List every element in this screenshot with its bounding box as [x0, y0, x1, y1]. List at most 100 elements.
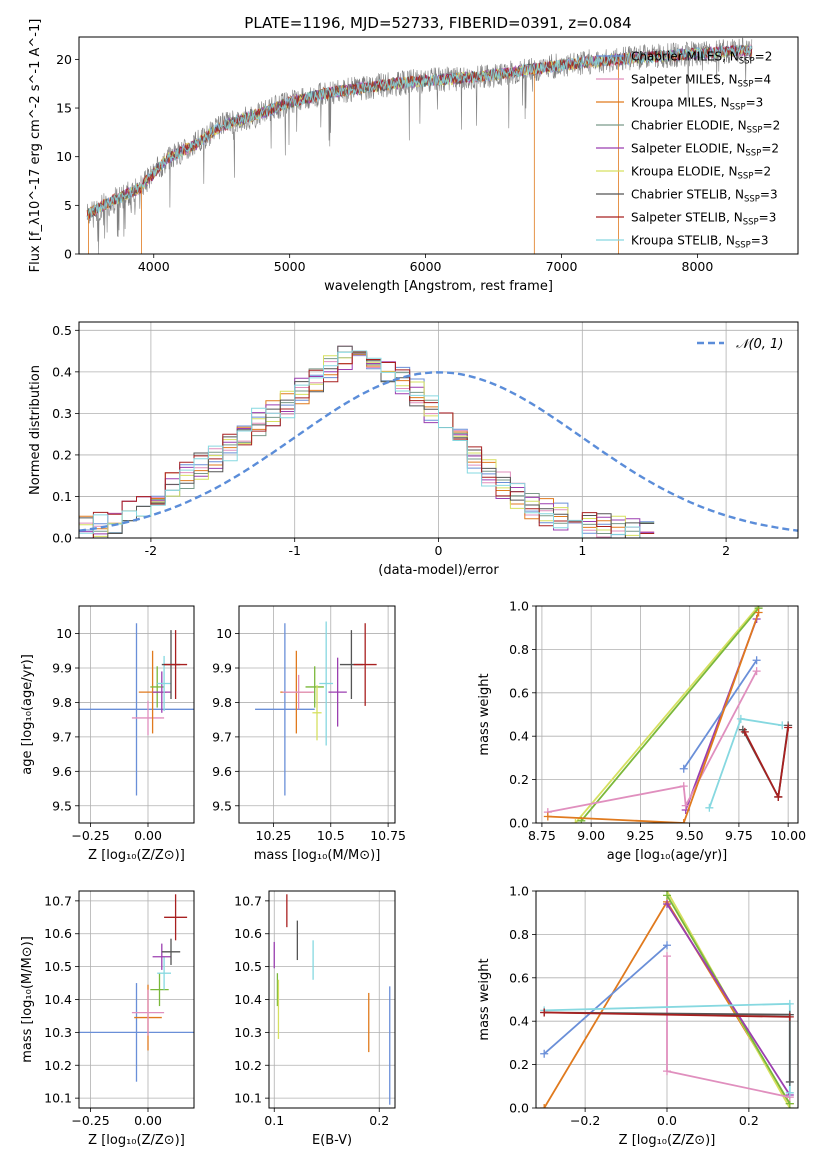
weight-marker-kroupa_miles — [679, 819, 688, 823]
x-tick-label: 0.00 — [134, 1113, 162, 1128]
legend-eq: = — [761, 142, 771, 156]
chart-mass_vs_Z: −0.25 0.00 10.1 10.2 10.3 10.4 10.5 10.6 10.7 Z [… — [20, 890, 195, 1148]
legend-n: 3 — [770, 188, 778, 202]
x-tick-label: 10.5 — [317, 828, 345, 843]
y-tick-label: 9.7 — [212, 729, 232, 744]
spectrum-data-line — [86, 37, 753, 254]
weight-marker-salpeter_elodie — [663, 900, 671, 909]
y-tick-label: 9.6 — [212, 764, 232, 779]
weight-line-kroupa_miles — [547, 612, 760, 823]
x-tick-label: -2 — [145, 543, 157, 558]
y-tick-label: 0.4 — [509, 1014, 529, 1029]
y-tick-label: 10.5 — [44, 959, 72, 974]
x-tick-label: 7000 — [546, 259, 578, 274]
x-tick-label: 8.75 — [528, 828, 556, 843]
y-axis-label: mass weight — [477, 958, 492, 1040]
x-tick-label: 9.25 — [626, 828, 654, 843]
y-tick-label: 9.8 — [52, 695, 72, 710]
legend-n: 2 — [773, 119, 781, 133]
axes-frame — [78, 605, 195, 824]
legend-label: Kroupa ELODIE, NSSP=2 — [631, 165, 771, 182]
axes-frame — [238, 605, 396, 824]
axes-frame — [535, 605, 799, 824]
y-axis-label: mass weight — [477, 673, 492, 755]
y-tick-label: 9.9 — [212, 661, 232, 676]
legend-label: 𝒩(0, 1) — [736, 337, 783, 352]
y-tick-label: 10 — [56, 149, 72, 164]
x-tick-label: 0.2 — [369, 1113, 389, 1128]
y-tick-label: 9.7 — [52, 729, 72, 744]
weight-line-kroupa_elodie — [574, 606, 760, 823]
legend-label-prefix: Salpeter MILES, N — [631, 73, 738, 87]
y-tick-label: 1.0 — [509, 884, 529, 899]
axes-frame — [78, 321, 799, 539]
chart-spectrum: 4000 5000 6000 7000 8000 0 5 10 15 20 wavelength [… — [28, 19, 799, 294]
legend-subscript: SSP — [747, 126, 763, 136]
chart-age_vs_mass: 10.25 10.5 10.75 9.5 9.6 9.7 9.8 9.9 10 mass [log… — [212, 605, 406, 863]
legend-subscript: SSP — [743, 218, 759, 228]
x-tick-label: 1 — [578, 543, 586, 558]
y-tick-label: 0.0 — [509, 816, 529, 831]
y-tick-label: 0.0 — [509, 1101, 529, 1116]
y-axis-label: mass [log₁₀(M/M⊙)] — [20, 936, 35, 1063]
weight-line-salpeter_elodie — [666, 903, 791, 1096]
y-tick-label: 10.6 — [234, 926, 262, 941]
legend-label: Salpeter ELODIE, NSSP=2 — [631, 142, 779, 159]
axes-frame — [268, 890, 396, 1109]
x-tick-label: -1 — [288, 543, 300, 558]
legend-n: 4 — [764, 73, 772, 87]
plot-area — [79, 894, 194, 1082]
legend-label-prefix: Kroupa MILES, N — [631, 96, 730, 110]
weight-marker-kroupa_miles — [540, 1104, 549, 1108]
chart-weight_vs_age: 8.75 9.00 9.25 9.50 9.75 10.00 0.0 0.2 0.4 0.6 0.8… — [477, 599, 806, 864]
legend-eq: = — [746, 96, 756, 110]
y-tick-label: 0.8 — [509, 927, 529, 942]
legend-label-prefix: Chabrier STELIB, N — [631, 188, 744, 202]
x-axis-label: age [log₁₀(age/yr)] — [607, 848, 728, 863]
weight-marker-chabrier_miles — [679, 764, 688, 773]
weight-marker-chabrier_miles — [540, 1049, 549, 1058]
legend-subscript: SSP — [739, 57, 755, 67]
weight-marker-chabrier_miles — [752, 656, 761, 665]
axes-frame — [78, 890, 195, 1109]
x-tick-label: 6000 — [410, 259, 442, 274]
weight-marker-salpeter_stelib — [540, 1008, 549, 1017]
weight-marker-chabrier_stelib — [785, 1077, 794, 1086]
chart-age_vs_Z: −0.25 0.00 9.5 9.6 9.7 9.8 9.9 10 Z [log₁₀(Z/Z⊙)… — [20, 605, 195, 863]
weight-marker-salpeter_miles — [752, 667, 761, 676]
x-axis-label: E(B-V) — [312, 1133, 352, 1148]
weight-marker-kroupa_miles — [754, 608, 763, 617]
legend-eq: = — [763, 119, 773, 133]
plot-area — [540, 891, 794, 1108]
weight-marker-salpeter_stelib — [785, 1012, 794, 1021]
y-tick-label: 9.9 — [52, 661, 72, 676]
legend-eq: = — [753, 165, 763, 179]
y-tick-label: 9.6 — [52, 764, 72, 779]
x-axis-label: mass [log₁₀(M/M⊙)] — [254, 848, 381, 863]
legend-label-prefix: Salpeter STELIB, N — [631, 211, 743, 225]
y-tick-label: 0.8 — [509, 642, 529, 657]
y-axis-label: Flux [f_λ10^-17 erg cm^-2 s^-1 A^-1] — [28, 19, 43, 273]
chart-mass_vs_EBV: 0.1 0.2 10.1 10.2 10.3 10.4 10.5 10.6 10.7 E(B-V) — [234, 890, 396, 1148]
y-tick-label: 1.0 — [509, 599, 529, 614]
weight-line-salpeter_miles — [547, 670, 758, 813]
x-axis-label: Z [log₁₀(Z/Z⊙)] — [619, 1133, 716, 1148]
y-tick-label: 10.6 — [44, 926, 72, 941]
y-tick-label: 10.7 — [44, 893, 72, 908]
y-tick-label: 10.3 — [234, 1025, 262, 1040]
x-tick-label: 9.75 — [725, 828, 753, 843]
legend-subscript: SSP — [730, 103, 746, 113]
legend-label: Salpeter MILES, NSSP=4 — [631, 73, 771, 90]
plot-area — [86, 37, 753, 254]
legend-label: Chabrier STELIB, NSSP=3 — [631, 188, 778, 205]
legend-label-prefix: Kroupa STELIB, N — [631, 234, 735, 248]
weight-marker-kroupa_stelib — [785, 1088, 794, 1097]
legend-label-prefix: Salpeter ELODIE, N — [631, 142, 745, 156]
legend-n: 2 — [771, 142, 779, 156]
y-tick-label: 9.5 — [212, 798, 232, 813]
y-tick-label: 0.6 — [509, 970, 529, 985]
y-tick-label: 0.2 — [509, 1057, 529, 1072]
weight-marker-salpeter_miles — [663, 1067, 671, 1076]
x-axis-label: (data-model)/error — [378, 563, 499, 578]
